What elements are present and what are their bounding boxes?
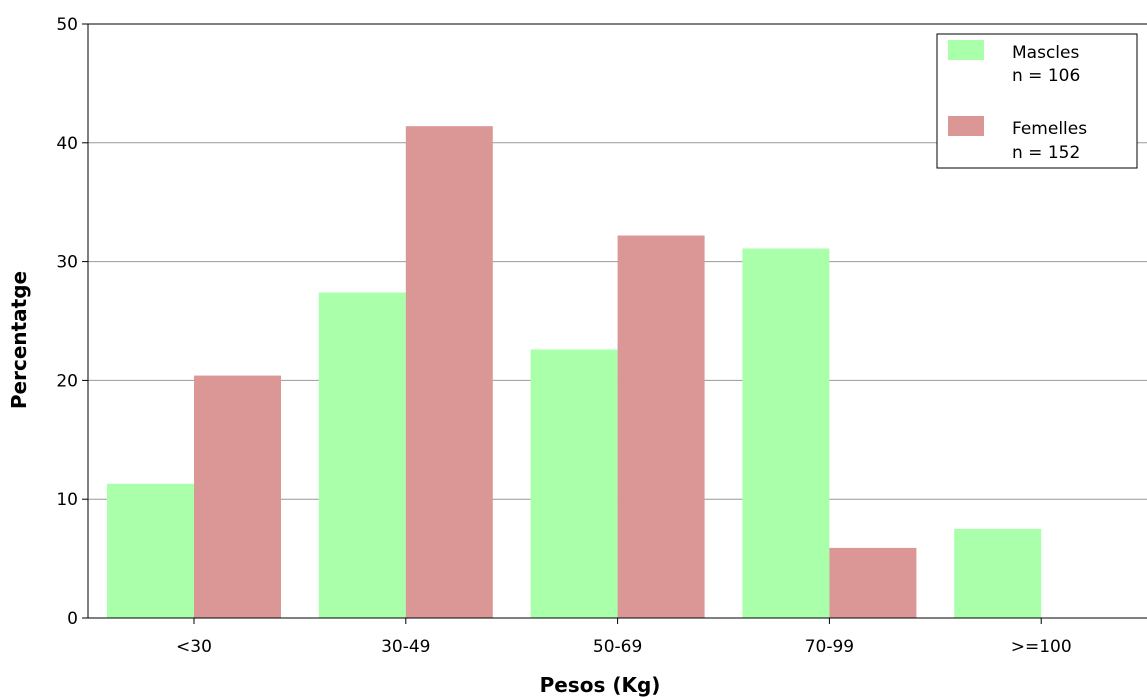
bar-femelles-1 [405,126,493,618]
y-tick-label: 50 [56,15,78,35]
bar-femelles-3 [829,547,917,618]
y-tick-labels: 0 10 20 30 40 50 [56,15,88,629]
bar-mascles-3 [742,248,830,618]
legend-swatch-femelles [948,116,984,136]
legend-label-mascles: Mascles [1012,43,1079,63]
bar-mascles-0 [107,483,194,618]
bar-femelles-0 [194,375,281,618]
x-tick-label: 70-99 [805,637,854,657]
x-tick-labels: <30 30-49 50-69 70-99 >=100 [176,618,1072,657]
y-axis-title: Percentatge [7,271,31,409]
bar-femelles-2 [617,235,705,618]
x-tick-label: <30 [176,637,212,657]
y-tick-label: 10 [56,490,78,510]
bar-mascles-2 [530,349,618,618]
x-tick-label: 30-49 [381,637,430,657]
y-tick-label: 20 [56,371,78,391]
bar-mascles-4 [954,528,1042,618]
x-tick-label: >=100 [1011,637,1072,657]
bars [107,126,1042,618]
legend-n-femelles: n = 152 [1012,143,1080,163]
legend-n-mascles: n = 106 [1012,66,1080,86]
legend-swatch-mascles [948,40,984,60]
y-tick-label: 0 [67,609,78,629]
bar-mascles-1 [318,292,406,618]
legend-label-femelles: Femelles [1012,119,1087,139]
x-axis-title: Pesos (Kg) [540,673,661,697]
y-tick-label: 30 [56,253,78,273]
legend: Mascles n = 106 Femelles n = 152 [936,33,1138,169]
y-tick-label: 40 [56,134,78,154]
x-tick-label: 50-69 [593,637,642,657]
